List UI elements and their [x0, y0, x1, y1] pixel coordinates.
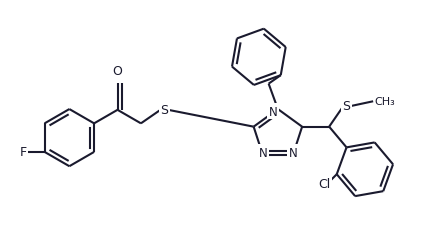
Text: S: S	[342, 100, 350, 113]
Text: N: N	[269, 106, 278, 118]
Text: S: S	[160, 104, 168, 117]
Text: N: N	[259, 146, 267, 159]
Text: F: F	[19, 146, 27, 159]
Text: N: N	[288, 146, 297, 159]
Text: O: O	[113, 64, 122, 77]
Text: Cl: Cl	[318, 177, 330, 190]
Text: CH₃: CH₃	[375, 97, 396, 107]
